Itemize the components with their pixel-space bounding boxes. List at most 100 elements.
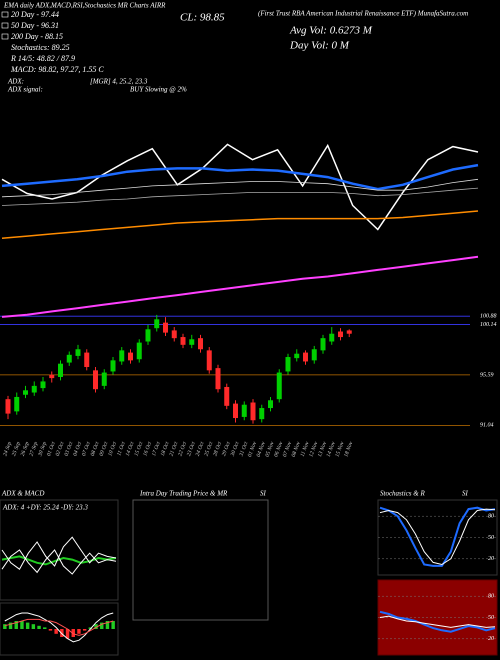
x-tick-label: 26 Sep: [20, 441, 31, 457]
candle-body: [259, 408, 265, 420]
legend-entry: R 14/5: 48.82 / 87.9: [10, 54, 75, 63]
candle-body: [189, 339, 195, 345]
x-tick-label: 30 Sep: [37, 441, 48, 458]
x-tick-label: 15 Oct: [134, 441, 145, 457]
x-tick-label: 27 Sep: [29, 441, 40, 457]
line: [379, 506, 496, 567]
x-tick-label: 17 Oct: [151, 441, 162, 457]
line: [1, 187, 479, 206]
top-right: (First Trust RBA American Industrial Ren…: [258, 10, 468, 18]
panel-frame: [0, 499, 119, 601]
candle-body: [276, 372, 282, 400]
candle-body: [171, 330, 177, 339]
intraday-title: Intra Day Trading Price & MR: [139, 490, 228, 498]
candle-body: [31, 385, 37, 393]
x-tick-label: 25 Sep: [11, 441, 22, 457]
panel-suffix: SI: [462, 490, 469, 498]
panel-subtitle: ADX: 4 +DY: 25.24 -DY: 23.3: [2, 504, 88, 512]
y-tick-label: 80: [488, 514, 494, 520]
candle-body: [285, 357, 291, 372]
x-tick-label: 15 Nov: [335, 441, 346, 458]
x-tick-label: 01 Nov: [247, 441, 258, 458]
candle-body: [101, 372, 107, 386]
macd-bar: [25, 622, 30, 629]
y-tick-label: 50: [488, 535, 494, 541]
x-tick-label: 23 Oct: [186, 441, 197, 457]
legend-entry: Stochastics: 89.25: [11, 43, 70, 52]
price-level-label: 91.04: [480, 422, 494, 429]
intraday-box: [132, 499, 269, 621]
candle-body: [320, 338, 326, 351]
line: [1, 178, 479, 198]
macd-bar: [54, 629, 58, 634]
candle-body: [14, 396, 20, 412]
candle-body: [250, 402, 256, 421]
line: [4, 618, 114, 636]
panel-title: Stochastics & R: [380, 490, 425, 498]
candle-body: [268, 400, 273, 409]
x-tick-label: 22 Oct: [177, 441, 188, 457]
intraday-suffix: SI: [260, 490, 267, 498]
x-tick-label: 21 Oct: [169, 441, 180, 457]
line: [1, 549, 117, 575]
macd-bar: [111, 621, 115, 629]
price-level-label: 95.59: [480, 372, 494, 378]
legend-swatch: [1, 22, 9, 29]
x-tick-label: 08 Oct: [90, 441, 101, 457]
candle-body: [23, 390, 28, 395]
line: [1, 163, 479, 191]
adx-label: ADX:: [7, 78, 24, 86]
signal-value: BUY Slowing @ 2%: [130, 86, 187, 94]
x-tick-label: 08 Nov: [291, 441, 302, 458]
line: [1, 555, 117, 566]
line: [1, 536, 117, 570]
line: [1, 255, 479, 318]
macd-bar: [14, 621, 18, 629]
candle-body: [346, 330, 352, 334]
candle-body: [58, 363, 63, 377]
day-volume: Day Vol: 0 M: [289, 40, 350, 52]
macd-bar: [77, 629, 81, 634]
macd-bar: [48, 629, 53, 631]
macd-bar: [65, 629, 70, 639]
x-tick-label: 31 Oct: [238, 441, 249, 458]
x-tick-label: 07 Oct: [81, 441, 92, 457]
candle-body: [303, 352, 308, 362]
candle-body: [206, 350, 212, 371]
candle-body: [154, 319, 160, 329]
candle-body: [294, 353, 300, 359]
macd-bar: [105, 621, 110, 629]
candle-body: [5, 399, 11, 414]
macd-bar: [88, 627, 93, 629]
macd-bar: [71, 629, 75, 637]
x-tick-label: 30 Oct: [230, 441, 241, 458]
close-price: CL: 98.85: [180, 12, 225, 24]
candle-body: [241, 404, 247, 417]
legend-entry: 200 Day - 88.15: [11, 32, 63, 41]
x-tick-label: 05 Nov: [265, 441, 276, 458]
macd-bar: [31, 624, 36, 629]
legend-swatch: [1, 33, 9, 40]
x-tick-label: 01 Oct: [46, 441, 57, 457]
legend-entry: 20 Day - 97.44: [11, 10, 59, 19]
candle-body: [84, 352, 90, 368]
candle-body: [40, 381, 46, 389]
y-tick-label: 80: [488, 594, 494, 600]
x-tick-label: 24 Oct: [194, 440, 206, 457]
candle-body: [128, 352, 133, 361]
x-tick-label: 09 Oct: [99, 441, 110, 457]
x-tick-label: 16 Oct: [142, 441, 153, 457]
x-tick-label: 14 Oct: [124, 440, 136, 457]
macd-bar: [94, 624, 98, 629]
x-tick-label: 04 Oct: [71, 440, 83, 457]
x-tick-label: 12 Nov: [308, 441, 319, 458]
candle-body: [233, 403, 238, 419]
candle-body: [224, 386, 230, 406]
x-tick-label: 18 Oct: [160, 441, 171, 457]
macd-bar: [20, 621, 24, 629]
x-tick-label: 24 Sep: [1, 440, 13, 457]
x-tick-label: 10 Oct: [107, 441, 118, 457]
candle-body: [311, 349, 317, 361]
macd-bar: [60, 629, 64, 637]
candle-body: [163, 322, 168, 333]
